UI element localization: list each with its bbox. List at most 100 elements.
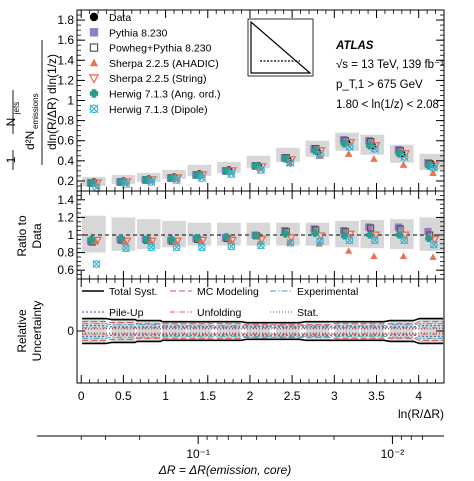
legend-label: Powheg+Pythia 8.230: [109, 43, 212, 55]
y-label-part: dln(R/ΔR) dln(1/z): [45, 54, 59, 150]
unc-legend-label: Stat.: [297, 307, 319, 319]
y-label-part: jets: [12, 102, 21, 115]
legend-label: Herwig 7.1.3 (Dipole): [109, 104, 208, 116]
ratio-point: [121, 244, 130, 253]
legend-label: Herwig 7.1.3 (Ang. ord.): [109, 89, 220, 101]
ratio-point: [370, 252, 378, 259]
y-tick-label: 1.4: [57, 193, 74, 207]
atlas-energy: √s = 13 TeV, 139 fb⁻¹: [336, 58, 444, 71]
ratio-point: [345, 236, 354, 245]
ratio-point: [429, 240, 438, 249]
ratio-point: [366, 231, 374, 239]
x-tick-label: 0: [78, 389, 85, 403]
legend-marker: [89, 12, 99, 22]
experimental-line: [82, 323, 444, 327]
legend-marker: [89, 104, 99, 114]
atlas-label: ATLAS: [335, 40, 374, 52]
unc-y-label: Relative Uncertainty: [15, 301, 44, 362]
unc-band-bin: [360, 321, 385, 341]
ratio-point: [430, 235, 440, 245]
y-tick-label: 0.6: [57, 263, 74, 277]
data-point: [193, 171, 201, 179]
legend-label: Pythia 8.230: [109, 27, 168, 39]
data-point: [340, 139, 349, 148]
ratio-point: [340, 232, 349, 240]
data-point: [147, 177, 156, 187]
data-point: [399, 161, 408, 168]
data-point: [92, 179, 103, 188]
x-tick-label: 1.5: [199, 389, 216, 403]
ratio-point: [395, 231, 403, 239]
data-point: [172, 175, 181, 185]
unc-legend-label: Total Syst.: [109, 286, 157, 298]
ratio-point: [425, 234, 433, 243]
unc-y-label-line2: Uncertainty: [30, 301, 44, 362]
secondary-tick-label: 10⁻²: [381, 447, 405, 461]
region-sketch: [247, 18, 314, 77]
ratio-point: [394, 223, 403, 231]
ratio-y-label-line2: Data: [30, 223, 44, 249]
ratio-point: [197, 243, 206, 252]
ratio-point: [92, 260, 101, 269]
ratio-band-bin: [82, 215, 106, 253]
unc-band-bin: [136, 320, 161, 342]
y-tick-label: 1: [67, 228, 74, 242]
y-tick-label: 1: [67, 94, 74, 108]
ratio-point: [370, 236, 379, 245]
ratio-point: [286, 234, 296, 243]
data-point: [227, 169, 236, 179]
y-tick-label: 0: [67, 324, 74, 338]
total-syst-line: [82, 317, 444, 324]
main-y-label-2: d²N emissions dln(R/ΔR) dln(1/z): [23, 40, 59, 165]
mc-modeling-line: [82, 336, 444, 341]
unc-band-bin: [335, 321, 359, 341]
data-point: [197, 173, 207, 183]
y-tick-label: 1.6: [57, 33, 74, 47]
unc-band-bin: [111, 319, 136, 343]
main-panel: 0.2 0.4 0.6 0.8 1 1.2 1.4 1.6 1.8 Data Pythia 8.23…: [4, 9, 445, 193]
ratio-point: [310, 225, 318, 233]
ratio-point: [315, 237, 324, 246]
y-tick-label: 1.2: [57, 210, 74, 224]
ratio-point: [172, 237, 183, 246]
uncertainty-panel: 0 Total Syst. MC Modeling Experimental Pile-…: [15, 278, 445, 384]
ratio-point: [193, 234, 201, 242]
data-point: [167, 174, 176, 182]
data-point: [344, 149, 353, 157]
data-point: [394, 145, 403, 154]
ratio-point: [315, 240, 323, 247]
ratio-point: [257, 235, 267, 245]
y-tick-label: 0.4: [57, 154, 74, 168]
ratio-y-label-line1: Ratio to: [15, 215, 29, 257]
unc-band-bin: [162, 321, 186, 341]
ratio-point: [117, 234, 125, 243]
x-tick-label: 1: [162, 389, 169, 403]
legend-marker: [89, 43, 99, 52]
legend-label: Sherpa 2.2.5 (String): [109, 73, 206, 85]
data-point: [400, 152, 409, 162]
y-tick-label: 1.8: [57, 13, 74, 27]
mc-modeling-line: [82, 321, 444, 326]
unc-band-bin: [390, 320, 414, 342]
y-tick-label: 0.8: [57, 114, 74, 128]
y-tick-label: 0.2: [57, 174, 74, 188]
ratio-point: [222, 233, 230, 241]
data-point: [370, 155, 378, 162]
data-point: [370, 144, 380, 153]
secondary-axis-label: ΔR = ΔR(emission, core): [158, 463, 291, 477]
unc-band-bin: [305, 321, 330, 341]
legend-marker: [89, 58, 99, 67]
ratio-point: [340, 227, 348, 235]
ratio-point: [147, 243, 156, 252]
ratio-point: [227, 242, 236, 251]
ratio-point: [429, 253, 437, 260]
x-tick-label: 2.5: [284, 389, 301, 403]
ratio-point: [400, 236, 409, 245]
data-point: [222, 167, 231, 175]
legend-marker: [89, 89, 99, 98]
data-point: [365, 136, 373, 145]
unc-band-bin: [187, 321, 212, 341]
data-point: [252, 162, 260, 170]
ratio-point: [167, 235, 176, 243]
total-syst-line: [82, 338, 444, 345]
